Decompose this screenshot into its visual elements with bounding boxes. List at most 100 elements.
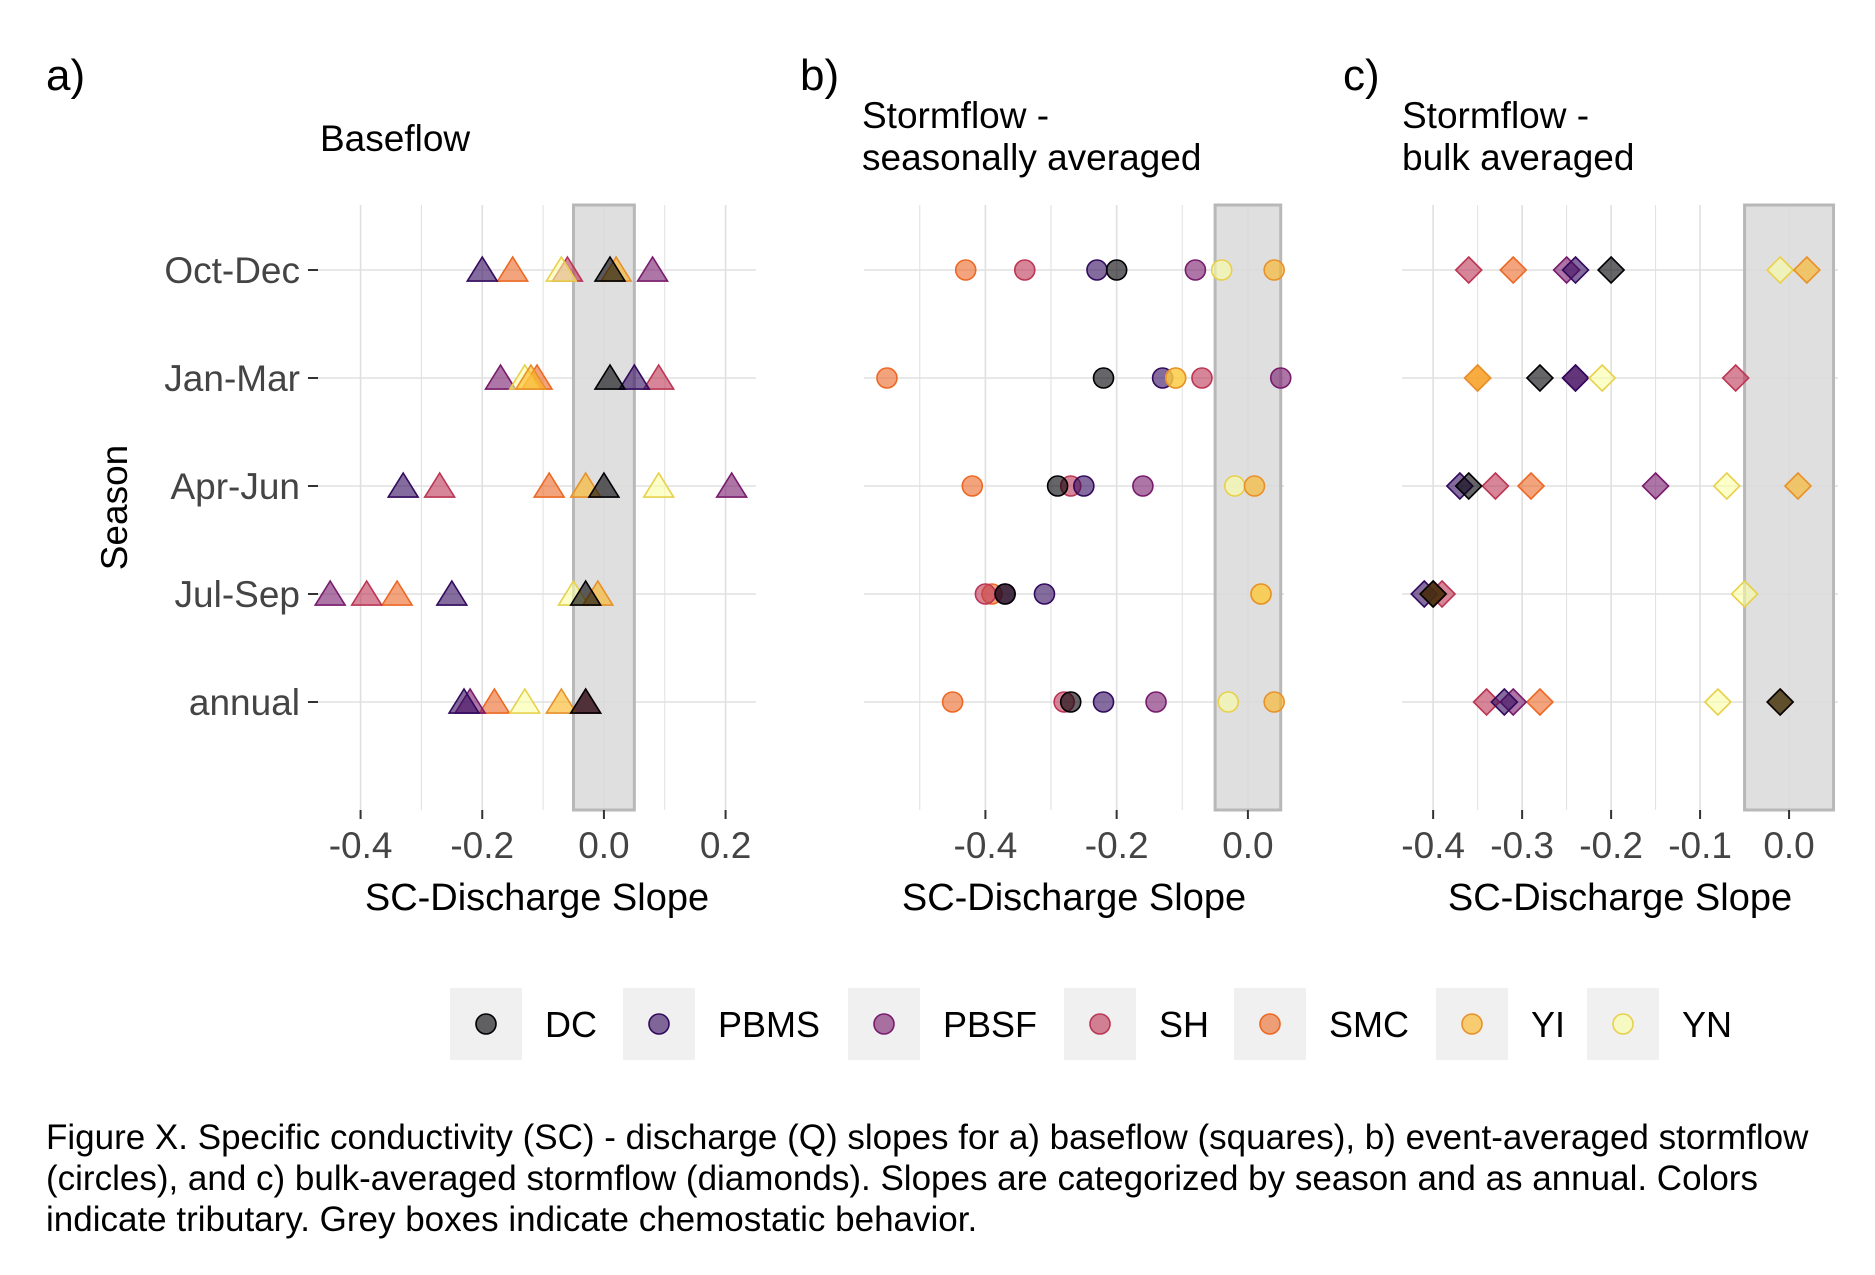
data-point-yn — [508, 687, 542, 714]
data-point-smc — [1525, 687, 1555, 717]
data-point-yi — [1243, 475, 1266, 497]
legend: DC PBMS PBSF SH SMC YI YN — [450, 988, 1732, 1060]
y-tick-label: Oct-Dec — [164, 250, 300, 291]
data-point-dc — [1046, 475, 1069, 497]
data-point-pbms — [465, 255, 499, 282]
data-point-pbms — [1561, 363, 1590, 393]
data-point-pbms — [1561, 255, 1590, 285]
legend-swatch-pbsf — [873, 1013, 895, 1035]
x-tick-label: -0.4 — [1401, 825, 1465, 866]
data-point-sh — [642, 363, 676, 390]
legend-label-smc: SMC — [1329, 1004, 1409, 1045]
x-tick-label: -0.4 — [954, 825, 1018, 866]
data-point-dc — [587, 471, 621, 498]
legend-swatch-yi — [1461, 1013, 1483, 1035]
data-point-pbms — [617, 363, 651, 390]
data-point-sh — [1013, 259, 1036, 281]
figure-caption: Figure X. Specific conductivity (SC) - d… — [46, 1118, 1809, 1239]
legend-label-pbms: PBMS — [718, 1004, 820, 1045]
data-point-smc — [532, 471, 566, 498]
data-point-dc — [1059, 691, 1082, 713]
data-point-pbsf — [715, 471, 749, 498]
data-point-sh — [423, 471, 457, 498]
data-point-dc — [1525, 363, 1555, 393]
data-point-yi — [544, 687, 578, 714]
chemostatic-box — [572, 203, 636, 812]
data-point-yn — [1210, 259, 1233, 281]
data-point-pbsf — [1641, 471, 1670, 501]
y-tick-label: Jul-Sep — [175, 574, 300, 615]
data-point-smc — [1499, 255, 1528, 285]
y-axis-title: Season — [94, 445, 135, 571]
data-point-sh — [974, 583, 997, 605]
data-point-yn — [1217, 691, 1240, 713]
panel-title: seasonally averaged — [862, 137, 1201, 178]
x-axis-title: SC-Discharge Slope — [1448, 877, 1792, 919]
chemostatic-box — [1743, 203, 1836, 812]
panel-b: b) Stormflow -seasonally averaged -0.4 -0.2… — [800, 51, 1292, 919]
legend-swatch-dc — [475, 1013, 497, 1035]
data-point-pbsf — [1132, 475, 1154, 497]
data-point-pbms — [1092, 691, 1115, 713]
x-tick-label: -0.3 — [1490, 825, 1554, 866]
data-point-yn — [544, 255, 578, 282]
data-point-smc — [954, 259, 977, 281]
legend-label-pbsf: PBSF — [943, 1004, 1037, 1045]
legend-label-sh: SH — [1159, 1004, 1209, 1045]
data-point-sh — [1721, 363, 1750, 393]
y-tick-label: Apr-Jun — [170, 466, 300, 507]
x-tick-label: -0.4 — [329, 825, 393, 866]
data-point-smc — [478, 687, 511, 714]
y-tick-label: Jan-Mar — [164, 358, 300, 399]
data-point-dc — [1419, 579, 1448, 609]
data-point-yi — [514, 363, 548, 390]
legend-swatch-smc — [1259, 1013, 1281, 1035]
data-point-pbsf — [1184, 259, 1207, 281]
x-tick-label: -0.2 — [450, 825, 514, 866]
x-tick-label: -0.2 — [1579, 825, 1643, 866]
data-point-dc — [593, 363, 627, 390]
data-point-dc — [569, 579, 603, 606]
legend-swatch-yn — [1612, 1013, 1634, 1035]
x-tick-label: 0.0 — [1222, 825, 1273, 866]
data-point-yi — [1792, 255, 1821, 285]
data-point-pbms — [435, 579, 469, 606]
y-tick-label: annual — [189, 682, 300, 723]
x-tick-label: -0.2 — [1085, 825, 1149, 866]
data-point-dc — [1092, 367, 1115, 389]
data-point-dc — [1596, 255, 1626, 285]
data-point-pbsf — [313, 579, 347, 606]
chemostatic-box — [1213, 203, 1283, 812]
data-point-pbms — [386, 471, 420, 498]
x-axis-title: SC-Discharge Slope — [365, 877, 709, 919]
data-point-smc — [961, 475, 984, 497]
data-point-yn — [1703, 687, 1733, 717]
data-point-yn — [1223, 475, 1246, 497]
data-point-sh — [350, 579, 384, 606]
panel-title: Stormflow - — [862, 95, 1049, 136]
data-point-yn — [642, 471, 676, 498]
panel-c: c) Stormflow -bulk averaged -0.4 -0.3 -0.2 -0… — [1343, 51, 1838, 919]
data-point-pbms — [447, 687, 481, 714]
data-point-sh — [1191, 367, 1213, 389]
data-point-sh — [1454, 255, 1483, 285]
x-tick-label: 0.0 — [1763, 825, 1814, 866]
data-point-dc — [1766, 687, 1795, 717]
data-point-smc — [496, 255, 530, 282]
data-point-pbms — [1086, 259, 1108, 281]
data-point-pbsf — [1145, 691, 1167, 713]
panel-title: Baseflow — [320, 118, 470, 159]
data-point-smc — [1516, 471, 1546, 501]
data-point-dc — [1105, 259, 1128, 281]
x-axis-title: SC-Discharge Slope — [902, 877, 1246, 919]
data-point-yn — [1730, 579, 1759, 609]
data-point-dc — [1454, 471, 1483, 501]
data-point-yn — [1766, 255, 1795, 285]
data-point-yi — [1463, 363, 1492, 393]
data-point-dc — [569, 687, 603, 714]
data-point-yi — [1250, 583, 1272, 605]
data-point-pbsf — [484, 363, 517, 390]
data-point-sh — [1481, 471, 1510, 501]
legend-label-dc: DC — [545, 1004, 597, 1045]
panel-a: a) Baseflow -0.4 -0.2 0.0 0.2 SC-Discharge Slo… — [46, 51, 756, 919]
